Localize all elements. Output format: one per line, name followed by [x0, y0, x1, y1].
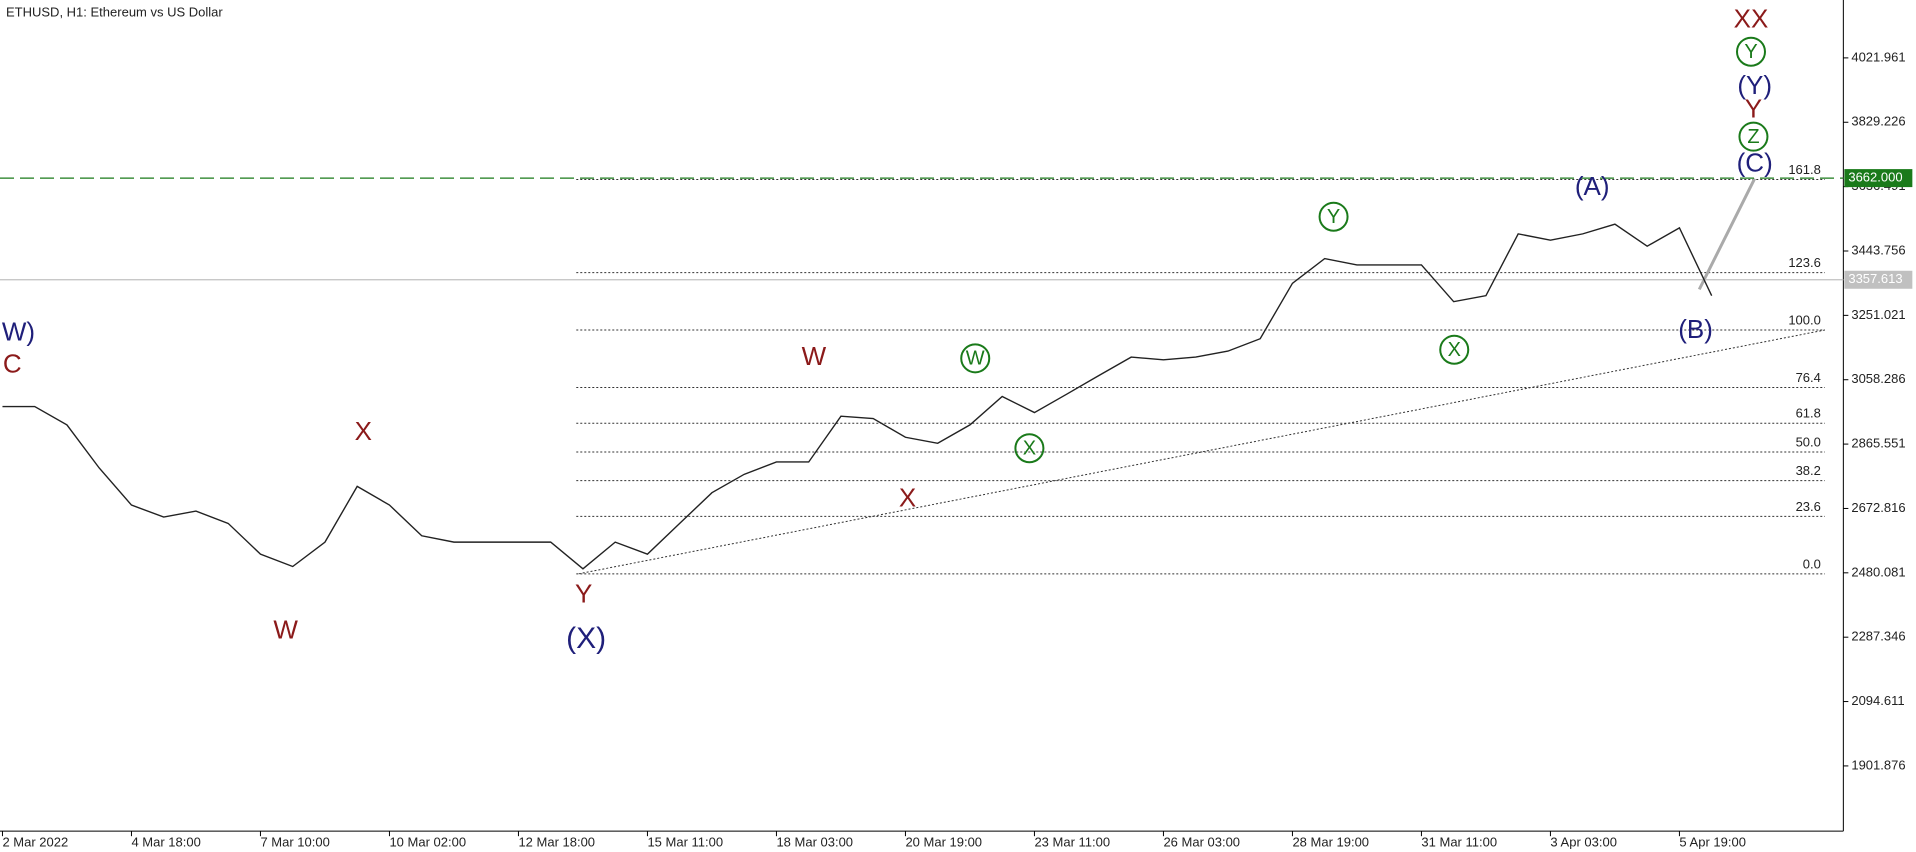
- wave-label: W: [802, 341, 827, 371]
- wave-label: W): [2, 316, 35, 346]
- chart-title: ETHUSD, H1: Ethereum vs US Dollar: [6, 4, 223, 19]
- fib-label: 23.6: [1796, 499, 1821, 514]
- wave-label: Y: [575, 579, 592, 609]
- wave-circle: [1014, 433, 1045, 464]
- x-tick-label: 23 Mar 11:00: [1034, 835, 1110, 850]
- y-tick-label: 3443.756: [1851, 242, 1905, 257]
- y-tick-label: 4021.961: [1851, 49, 1905, 64]
- x-tick-label: 10 Mar 02:00: [389, 835, 466, 850]
- wave-circle: [960, 343, 991, 374]
- wave-label: (A): [1575, 171, 1610, 201]
- wave-label: XX: [1734, 4, 1769, 34]
- wave-circle: [1738, 121, 1769, 152]
- price-label-box: [1844, 270, 1913, 289]
- y-tick-label: 2672.816: [1851, 500, 1905, 515]
- price-label: 3357.613: [1848, 271, 1902, 286]
- y-tick-label: 3251.021: [1851, 307, 1905, 322]
- wave-label: X: [1448, 339, 1461, 361]
- fib-label: 61.8: [1796, 406, 1821, 421]
- y-tick-label: 2287.346: [1851, 629, 1905, 644]
- fib-label: 123.6: [1788, 255, 1821, 270]
- x-tick-label: 28 Mar 19:00: [1292, 835, 1369, 850]
- fib-label: 38.2: [1796, 463, 1821, 478]
- fib-label: 0.0: [1803, 556, 1821, 571]
- wave-label: X: [1023, 437, 1036, 459]
- wave-label: X: [355, 416, 372, 446]
- wave-label: (B): [1678, 314, 1713, 344]
- x-tick-label: 18 Mar 03:00: [776, 835, 853, 850]
- wave-label: Y: [1744, 41, 1757, 63]
- wave-label: Z: [1747, 126, 1759, 148]
- y-tick-label: 2865.551: [1851, 436, 1905, 451]
- x-tick-label: 4 Mar 18:00: [131, 835, 200, 850]
- fib-label: 161.8: [1788, 162, 1821, 177]
- y-tick-label: 2480.081: [1851, 564, 1905, 579]
- wave-circle: [1735, 36, 1766, 67]
- y-tick-label: 3058.286: [1851, 371, 1905, 386]
- price-series: [2, 223, 1713, 570]
- wave-label: W: [966, 348, 985, 370]
- x-tick-label: 26 Mar 03:00: [1163, 835, 1240, 850]
- wave-label: Y: [1745, 93, 1762, 123]
- wave-circle: [1318, 201, 1349, 232]
- x-tick-label: 31 Mar 11:00: [1421, 835, 1497, 850]
- x-tick-label: 5 Apr 19:00: [1679, 835, 1746, 850]
- projection-line: [1697, 177, 1757, 291]
- x-tick-label: 3 Apr 03:00: [1550, 835, 1617, 850]
- y-tick-label: 1901.876: [1851, 757, 1905, 772]
- wave-label: (Y): [1737, 70, 1772, 100]
- price-label-box: [1844, 169, 1913, 188]
- x-tick-label: 15 Mar 11:00: [647, 835, 723, 850]
- wave-label: C: [3, 348, 22, 378]
- x-tick-label: 7 Mar 10:00: [260, 835, 329, 850]
- fib-label: 50.0: [1796, 434, 1821, 449]
- wave-circle: [1439, 334, 1470, 365]
- y-tick-label: 3829.226: [1851, 114, 1905, 129]
- wave-label: Y: [1327, 206, 1340, 228]
- price-label: 3662.000: [1848, 170, 1902, 185]
- x-tick-label: 12 Mar 18:00: [518, 835, 595, 850]
- x-tick-label: 2 Mar 2022: [2, 835, 68, 850]
- fib-label: 100.0: [1788, 312, 1821, 327]
- y-tick-label: 2094.611: [1851, 693, 1904, 708]
- wave-label: (X): [566, 622, 606, 655]
- wave-label: (C): [1737, 148, 1773, 178]
- x-tick-label: 20 Mar 19:00: [905, 835, 982, 850]
- wave-label: W: [273, 614, 298, 644]
- fib-label: 76.4: [1796, 370, 1821, 385]
- wave-label: X: [899, 483, 916, 513]
